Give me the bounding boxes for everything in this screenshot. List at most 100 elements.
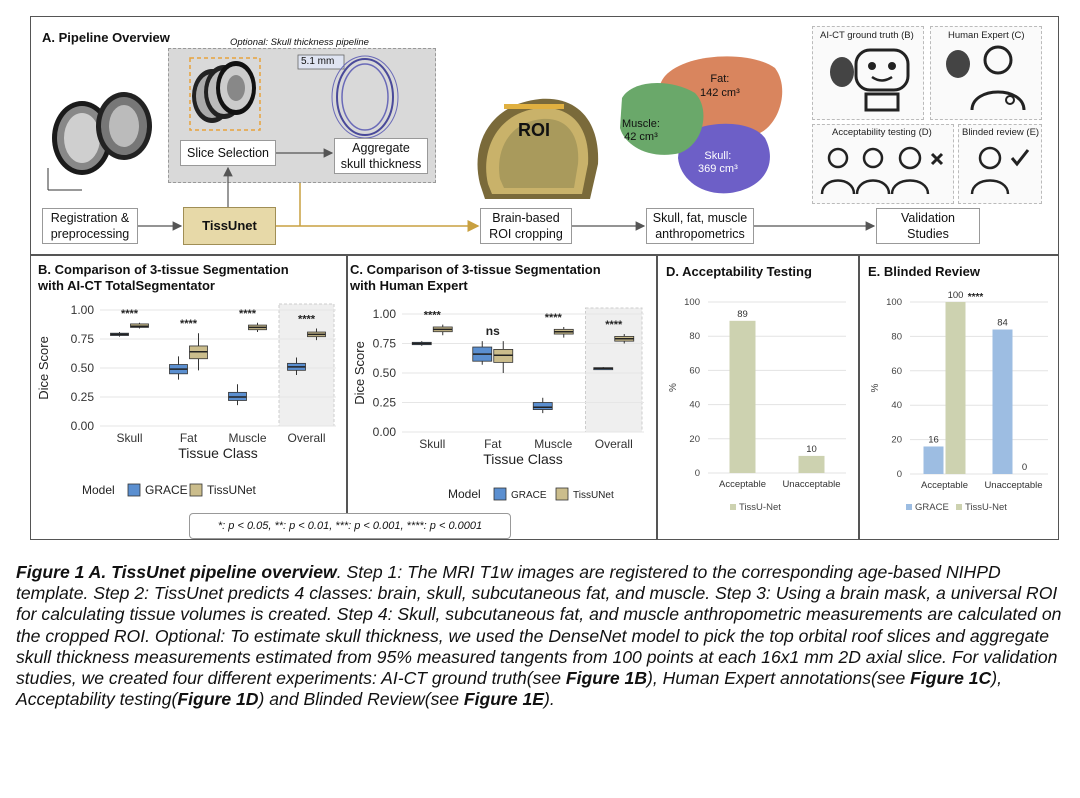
legend-label-tissu-net: TissU-Net	[965, 502, 1007, 513]
caption-text-2: ), Human Expert annotations(see	[647, 668, 911, 689]
panel-b-title-line-1: B. Comparison of 3-tissue Segmentation	[38, 262, 289, 277]
legend-swatch-tissunet	[189, 483, 203, 497]
y-tick-label: 0.25	[71, 390, 95, 404]
bar-value-label: 84	[997, 318, 1008, 329]
bar-value-label: 100	[948, 290, 964, 301]
x-tick-label: Overall	[287, 431, 325, 445]
panel-c-boxplot: 0.00 0.25 0.50 0.75 1.00 Dice Score Skull **** F…	[352, 307, 644, 501]
legend-title: Model	[82, 483, 115, 497]
significance-legend: *: p < 0.05, **: p < 0.01, ***: p < 0.00…	[189, 513, 511, 539]
y-tick-label: 0.75	[71, 332, 95, 346]
y-tick-label: 0	[897, 469, 902, 480]
y-tick-label: 0.00	[71, 419, 95, 433]
caption-text-1: . Step 1: The MRI T1w images are registe…	[16, 562, 1062, 689]
x-tick-label: Fat	[180, 431, 198, 445]
x-tick-label: Acceptable	[719, 479, 766, 490]
x-tick-label: Muscle	[534, 437, 572, 451]
validation-line-1: Validation	[901, 211, 955, 225]
divider-cd	[656, 254, 658, 540]
y-axis-label: Dice Score	[352, 341, 367, 405]
human-expert-label: Human Expert (C)	[948, 30, 1025, 41]
bar-value-label: 16	[928, 434, 939, 445]
reviewers-icon	[820, 146, 944, 195]
panel-e-title: E. Blinded Review	[868, 264, 980, 279]
y-tick-label: 1.00	[71, 303, 95, 317]
skull-value: 369 cm³	[698, 163, 738, 175]
brain-roi-line-1: Brain-based	[492, 211, 560, 225]
robot-icon	[830, 48, 910, 112]
panel-a-title: A. Pipeline Overview	[42, 30, 170, 45]
x-tick-label: Acceptable	[921, 480, 968, 491]
panel-divider	[30, 254, 1059, 256]
tissunet-box: TissUnet	[183, 207, 276, 245]
y-tick-label: 60	[891, 366, 902, 377]
x-tick-label: Skull	[116, 431, 142, 445]
significance-marker: ****	[298, 314, 316, 326]
legend-label-grace: GRACE	[915, 502, 949, 513]
significance-marker: ****	[180, 318, 198, 330]
y-tick-label: 0	[695, 468, 700, 479]
fat-value: 142 cm³	[700, 87, 740, 99]
fat-label: Fat:	[710, 73, 730, 85]
bar-tissu-net	[798, 455, 825, 473]
y-tick-label: 0.50	[71, 361, 95, 375]
skull-thickness-contour	[297, 54, 399, 139]
legend-swatch-grace	[906, 504, 912, 510]
bar-tissu-net	[729, 320, 756, 473]
panel-e-barchart: 0 20 40 60 80 100% Acceptable 16 100 Unacceptable…	[870, 290, 1048, 513]
legend-swatch-tissu-net	[730, 504, 736, 510]
muscle-label: Muscle:	[622, 118, 660, 130]
x-tick-label: Fat	[484, 437, 502, 451]
muscle-value: 42 cm³	[624, 131, 658, 143]
figure-frame	[30, 16, 1059, 540]
brain-roi-line-2: ROI cropping	[489, 227, 563, 241]
y-tick-label: 100	[886, 297, 902, 308]
skull-volume: Skull: 369 cm³	[698, 150, 738, 176]
legend-swatch-grace	[127, 483, 141, 497]
acceptability-label: Acceptability testing (D)	[832, 127, 932, 138]
panel-d-barchart: 0 20 40 60 80 100% Acceptable 89 Unacceptable 10 T…	[668, 297, 846, 513]
y-tick-label: 100	[684, 297, 700, 308]
y-tick-label: 40	[689, 400, 700, 411]
bar-value-label: 10	[806, 444, 817, 455]
significance-marker: ****	[424, 310, 442, 322]
blinded-label: Blinded review (E)	[962, 127, 1040, 138]
validation-line-2: Studies	[907, 227, 949, 241]
y-tick-label: 60	[689, 365, 700, 376]
slice-selection-label: Slice Selection	[187, 146, 269, 160]
validation-box: Validation Studies	[876, 208, 980, 244]
brain-roi-image	[477, 98, 599, 199]
anthro-line-2: anthropometrics	[655, 227, 745, 241]
panel-c-title: C. Comparison of 3-tissue Segmentation w…	[350, 262, 601, 294]
legend-swatch-tissunet	[555, 487, 569, 501]
y-tick-label: 1.00	[373, 307, 397, 321]
skull-label: Skull:	[704, 150, 732, 162]
x-tick-label: Unacceptable	[782, 479, 840, 490]
anthro-line-1: Skull, fat, muscle	[652, 211, 748, 225]
y-tick-label: 80	[689, 331, 700, 342]
registration-box: Registration & preprocessing	[42, 208, 138, 244]
muscle-volume: Muscle: 42 cm³	[622, 118, 660, 144]
x-tick-label: Muscle	[228, 431, 266, 445]
aggregate-line-1: Aggregate	[352, 141, 410, 155]
y-axis-label: %	[668, 383, 679, 392]
x-tick-label: Overall	[595, 437, 633, 451]
y-axis-label: %	[870, 383, 881, 392]
acceptability-icon-box	[812, 124, 954, 204]
caption-title: Figure 1 A. TissUnet pipeline overview	[16, 562, 337, 582]
reviewer-check-icon	[970, 146, 1030, 195]
caption-ref-b: Figure 1B	[565, 668, 648, 689]
thickness-value: 5.1 mm	[301, 56, 335, 67]
legend-label-grace: GRACE	[145, 483, 188, 497]
caption-text-5: ).	[544, 689, 555, 710]
caption-ref-d: Figure 1D	[177, 689, 259, 710]
divider-de	[858, 254, 860, 540]
significance-marker: ****	[545, 312, 563, 324]
brain-roi-box: Brain-based ROI cropping	[480, 208, 572, 244]
caption-text-3: ), Acceptability testing(	[16, 668, 1003, 710]
bar-value-label: 0	[1022, 462, 1027, 473]
caption-text-4: ) and Blinded Review(see	[258, 689, 464, 710]
legend-swatch-tissu-net	[956, 504, 962, 510]
significance-marker: ****	[968, 292, 984, 303]
significance-marker: ns	[486, 324, 500, 338]
